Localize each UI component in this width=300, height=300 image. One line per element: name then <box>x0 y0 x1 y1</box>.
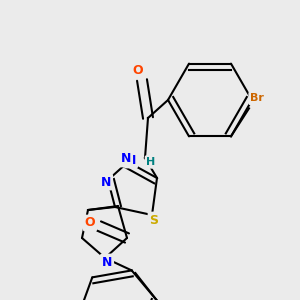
Text: S: S <box>149 214 158 226</box>
Text: O: O <box>85 217 95 230</box>
Text: N: N <box>101 176 111 188</box>
Text: N: N <box>121 152 131 166</box>
Text: H: H <box>146 157 156 167</box>
Text: N: N <box>126 154 136 166</box>
Text: Br: Br <box>250 93 264 103</box>
Text: N: N <box>102 256 112 268</box>
Text: O: O <box>133 64 143 76</box>
